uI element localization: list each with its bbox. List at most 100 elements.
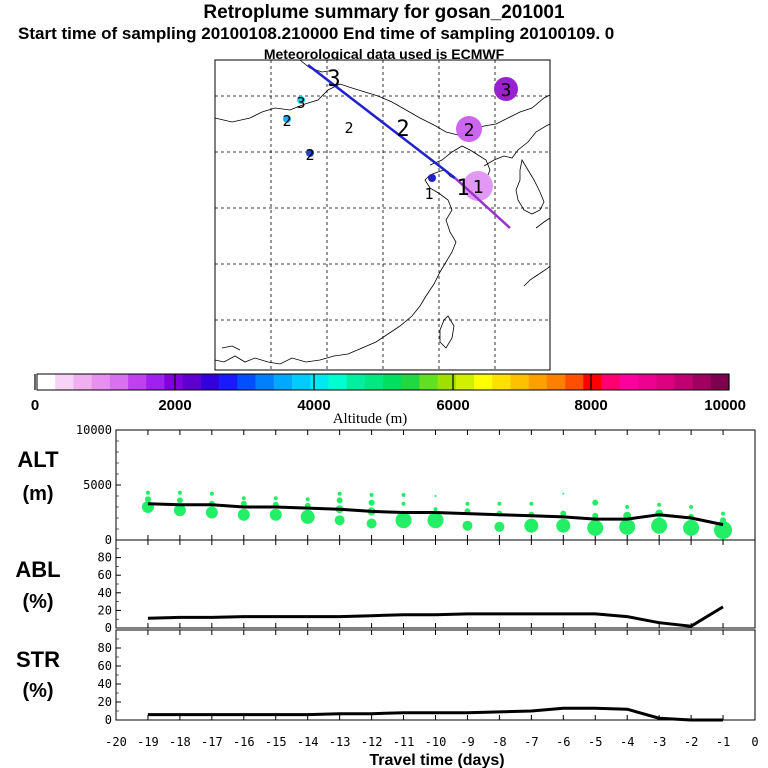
y-tick-label: 20: [98, 603, 112, 617]
scatter-point: [465, 501, 470, 506]
colorbar-swatch: [601, 374, 621, 390]
colorbar-swatch: [328, 374, 347, 390]
colorbar-swatch: [146, 374, 165, 390]
scatter-point: [720, 517, 727, 524]
colorbar-swatch: [455, 374, 475, 390]
x-tick-label: -18: [169, 735, 191, 749]
colorbar-swatch: [492, 374, 511, 390]
scatter-point: [144, 496, 151, 503]
map-frame: [214, 59, 551, 371]
scatter-point: [651, 517, 668, 534]
scatter-point: [592, 512, 599, 519]
y-axis-label: ALT: [17, 447, 59, 472]
x-tick-label: -20: [105, 735, 127, 749]
colorbar-swatch: [383, 374, 402, 390]
scatter-point: [273, 496, 278, 501]
scatter-point: [366, 518, 377, 529]
map-coastlines: [214, 59, 551, 365]
scatter-point: [176, 497, 183, 504]
colorbar-label: Altitude (m): [333, 411, 408, 427]
colorbar-swatch: [237, 374, 256, 390]
x-tick-label: -8: [492, 735, 506, 749]
scatter-point: [177, 490, 182, 495]
colorbar-swatch: [255, 374, 275, 390]
track-label-3: 3: [327, 67, 340, 92]
y-axis-label: STR: [16, 647, 60, 672]
colorbar-tick-label: 0: [31, 397, 39, 414]
x-tick-label: -1: [716, 735, 730, 749]
colorbar-swatch: [692, 374, 712, 390]
scatter-point: [401, 501, 406, 506]
y-tick-label: 40: [98, 677, 112, 691]
x-tick-label: -19: [137, 735, 159, 749]
colorbar-swatch: [437, 374, 457, 390]
track-label-2: 2: [396, 117, 409, 142]
plume-label-1: 1: [473, 177, 484, 198]
colorbar-swatch: [619, 374, 639, 390]
colorbar-swatch: [109, 374, 129, 390]
scatter-point: [524, 518, 539, 533]
x-tick-label: -6: [556, 735, 570, 749]
track-label-1: 1: [456, 176, 469, 201]
colorbar-swatch: [219, 374, 238, 390]
scatter-point: [241, 496, 246, 501]
scatter-point: [497, 501, 502, 506]
cluster-label: 3: [296, 94, 305, 112]
scatter-point: [368, 499, 375, 506]
met-data-line: Meteorological data used is ECMWF: [263, 46, 505, 62]
scatter-point: [592, 499, 599, 506]
colorbar-swatch: [565, 374, 584, 390]
plume-centroid-3: [494, 77, 518, 101]
x-tick-label: -2: [684, 735, 698, 749]
scatter-point: [560, 510, 567, 517]
colorbar-swatch: [474, 374, 493, 390]
scatter-point: [619, 518, 636, 535]
colorbar-tick-label: 8000: [574, 397, 607, 414]
scatter-point: [434, 495, 437, 497]
colorbar-swatch: [710, 374, 730, 390]
scatter-point: [556, 518, 571, 533]
colorbar-swatch: [637, 374, 657, 390]
colorbar-swatch: [55, 374, 74, 390]
map-gridlines: [215, 60, 550, 370]
colorbar-swatch: [583, 374, 602, 390]
colorbar-swatch: [364, 374, 384, 390]
x-tick-label: -11: [393, 735, 415, 749]
x-tick-label: -4: [620, 735, 634, 749]
scatter-point: [433, 507, 438, 512]
scatter-point: [337, 491, 342, 496]
y-tick-label: 10000: [76, 423, 112, 437]
colorbar-swatch: [73, 374, 92, 390]
x-tick-label: -13: [329, 735, 351, 749]
panel-abl: 80 60 40 20 0 ABL (%): [15, 539, 756, 635]
scatter-point: [625, 505, 630, 509]
scatter-point: [305, 497, 310, 502]
scatter-point: [462, 520, 473, 531]
colorbar-swatch: [310, 374, 329, 390]
colorbar-swatch: [656, 374, 675, 390]
x-tick-label: -15: [265, 735, 287, 749]
x-tick-label: -9: [460, 735, 474, 749]
panel-frame: [115, 629, 756, 721]
cluster-label: 2: [305, 146, 314, 164]
trajectory-late: [454, 177, 511, 229]
cluster-marker: [283, 115, 291, 123]
cluster-marker: [297, 96, 305, 104]
scatter-point: [529, 501, 534, 506]
colorbar-swatch: [291, 374, 311, 390]
plume-label-2: 2: [464, 120, 475, 141]
scatter-point: [205, 506, 218, 519]
scatter-point: [300, 509, 315, 524]
colorbar-tick-label: 6000: [436, 397, 469, 414]
y-axis-unit: (%): [22, 591, 53, 613]
x-tick-label: -14: [297, 735, 319, 749]
scatter-point: [334, 515, 345, 526]
colorbar-swatch: [346, 374, 366, 390]
cluster-label: 2: [344, 119, 353, 137]
scatter-point: [145, 490, 150, 495]
scatter-point: [562, 492, 565, 495]
colorbar-swatch: [182, 374, 202, 390]
panel-alt: 10000 5000 0 ALT (m): [17, 423, 756, 547]
scatter-point: [683, 519, 700, 536]
